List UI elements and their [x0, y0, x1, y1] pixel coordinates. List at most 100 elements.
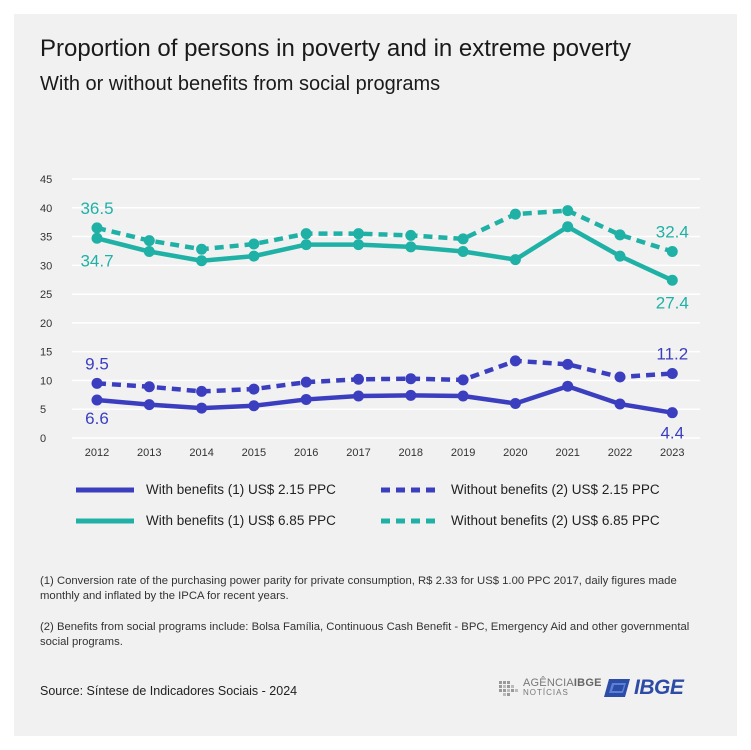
chart-subtitle: With or without benefits from social pro… — [40, 73, 441, 95]
data-label-without-benefits-215-last: 11.2 — [656, 345, 688, 364]
data-label-with-benefits-685-last: 27.4 — [656, 293, 689, 312]
y-tick-label: 15 — [40, 347, 52, 359]
agencia-logo-text: AGÊNCIA — [523, 677, 574, 689]
data-point-with-benefits-215 — [509, 397, 521, 409]
x-tick-label: 2015 — [242, 447, 266, 459]
data-point-without-benefits-215 — [91, 377, 103, 389]
data-point-without-benefits-215 — [300, 376, 312, 388]
data-point-with-benefits-685 — [91, 232, 103, 244]
data-point-with-benefits-685 — [457, 246, 469, 258]
data-label-without-benefits-215-first: 9.5 — [85, 354, 109, 373]
data-point-with-benefits-215 — [143, 399, 155, 411]
data-point-with-benefits-215 — [353, 390, 364, 402]
data-point-without-benefits-685 — [143, 235, 155, 247]
data-point-without-benefits-215 — [562, 358, 574, 370]
data-point-with-benefits-215 — [405, 389, 417, 401]
data-point-without-benefits-685 — [353, 228, 364, 240]
data-point-with-benefits-685 — [248, 250, 260, 262]
legend-item-with-benefits-685: With benefits (1) US$ 6.85 PPC — [76, 513, 336, 528]
legend-item-with-benefits-215: With benefits (1) US$ 2.15 PPC — [76, 482, 336, 497]
data-point-without-benefits-215 — [143, 381, 155, 393]
data-point-without-benefits-685 — [457, 233, 469, 245]
data-point-without-benefits-215 — [457, 374, 469, 386]
ibge-logo: IBGE — [604, 676, 684, 700]
data-point-without-benefits-215 — [666, 368, 678, 380]
series-lines — [91, 205, 678, 419]
y-axis-ticks: 0 5 10 15 20 25 30 35 40 45 — [40, 174, 52, 445]
line-chart: 0 5 10 15 20 25 30 35 40 45 2012 2013 2014 2015 2016 2… — [40, 174, 700, 459]
x-tick-label: 2018 — [399, 447, 423, 459]
source-note: Source: Síntese de Indicadores Sociais -… — [40, 684, 298, 698]
series-line-with-benefits-685 — [96, 224, 674, 283]
data-point-with-benefits-685 — [666, 274, 678, 286]
y-tick-label: 0 — [40, 433, 46, 445]
data-point-with-benefits-685 — [562, 221, 574, 233]
legend-label: With benefits (1) US$ 2.15 PPC — [146, 482, 336, 497]
data-point-with-benefits-685 — [509, 254, 521, 266]
series-line-with-benefits-215 — [96, 383, 673, 415]
data-point-with-benefits-215 — [248, 400, 260, 412]
series-line-without-benefits-685 — [96, 208, 673, 254]
y-tick-label: 25 — [40, 289, 52, 301]
data-label-without-benefits-685-first: 36.5 — [80, 199, 113, 218]
y-tick-label: 45 — [40, 174, 52, 186]
data-point-with-benefits-685 — [196, 255, 208, 267]
y-tick-label: 40 — [40, 203, 52, 215]
data-point-with-benefits-685 — [405, 241, 417, 253]
data-labels: 6.6 4.4 9.5 11.2 34.7 27.4 36.5 32.4 — [80, 199, 688, 443]
data-label-with-benefits-685-first: 34.7 — [80, 251, 113, 270]
data-label-with-benefits-215-last: 4.4 — [660, 424, 684, 443]
y-tick-label: 35 — [40, 232, 52, 244]
legend-item-without-benefits-215: Without benefits (2) US$ 2.15 PPC — [381, 482, 660, 497]
legend-label: With benefits (1) US$ 6.85 PPC — [146, 513, 336, 528]
x-tick-label: 2016 — [294, 447, 318, 459]
data-point-with-benefits-215 — [91, 394, 103, 406]
legend-item-without-benefits-685: Without benefits (2) US$ 6.85 PPC — [381, 513, 660, 528]
data-point-without-benefits-215 — [405, 373, 417, 385]
data-point-without-benefits-685 — [562, 205, 574, 217]
ibge-logo-icon — [604, 679, 630, 697]
data-point-without-benefits-685 — [405, 229, 417, 241]
data-point-without-benefits-215 — [353, 373, 364, 385]
data-label-without-benefits-685-last: 32.4 — [656, 223, 689, 242]
series-line-without-benefits-215 — [96, 358, 673, 394]
data-point-with-benefits-215 — [666, 407, 678, 419]
data-point-without-benefits-215 — [614, 371, 626, 383]
y-tick-label: 30 — [40, 260, 52, 272]
data-point-with-benefits-215 — [614, 398, 626, 410]
footnote-2: (2) Benefits from social programs includ… — [40, 621, 690, 648]
agencia-logo-icon — [499, 681, 518, 696]
y-tick-label: 10 — [40, 375, 52, 387]
data-point-without-benefits-685 — [509, 208, 521, 220]
data-point-with-benefits-215 — [562, 380, 574, 392]
x-tick-label: 2017 — [346, 447, 370, 459]
agencia-logo-brand: IBGE — [573, 677, 602, 689]
legend-swatch — [76, 487, 134, 492]
y-tick-label: 5 — [40, 404, 46, 416]
legend-swatch — [381, 518, 439, 523]
x-tick-label: 2019 — [451, 447, 475, 459]
data-point-with-benefits-215 — [196, 402, 208, 414]
data-point-with-benefits-215 — [457, 390, 469, 402]
legend-swatch — [381, 487, 439, 492]
ibge-logo-text: IBGE — [634, 676, 684, 699]
x-tick-label: 2014 — [189, 447, 213, 459]
x-tick-label: 2023 — [660, 447, 684, 459]
x-tick-label: 2012 — [85, 447, 109, 459]
agencia-ibge-logo: AGÊNCIAIBGE NOTÍCIAS — [498, 677, 602, 699]
data-point-without-benefits-685 — [196, 243, 208, 255]
data-label-with-benefits-215-first: 6.6 — [85, 409, 109, 428]
data-point-with-benefits-685 — [353, 239, 364, 251]
data-point-with-benefits-685 — [614, 250, 626, 262]
footnote-1: (1) Conversion rate of the purchasing po… — [40, 575, 677, 602]
data-point-without-benefits-685 — [91, 222, 103, 234]
x-tick-label: 2021 — [555, 447, 579, 459]
data-point-without-benefits-215 — [196, 385, 208, 397]
x-axis-ticks: 2012 2013 2014 2015 2016 2017 2018 2019 2020 2021… — [85, 447, 685, 459]
x-tick-label: 2013 — [137, 447, 161, 459]
chart-title: Proportion of persons in poverty and in … — [40, 35, 631, 62]
legend-label: Without benefits (2) US$ 2.15 PPC — [451, 482, 660, 497]
legend-label: Without benefits (2) US$ 6.85 PPC — [451, 513, 660, 528]
data-point-without-benefits-685 — [300, 228, 312, 240]
y-tick-label: 20 — [40, 318, 52, 330]
